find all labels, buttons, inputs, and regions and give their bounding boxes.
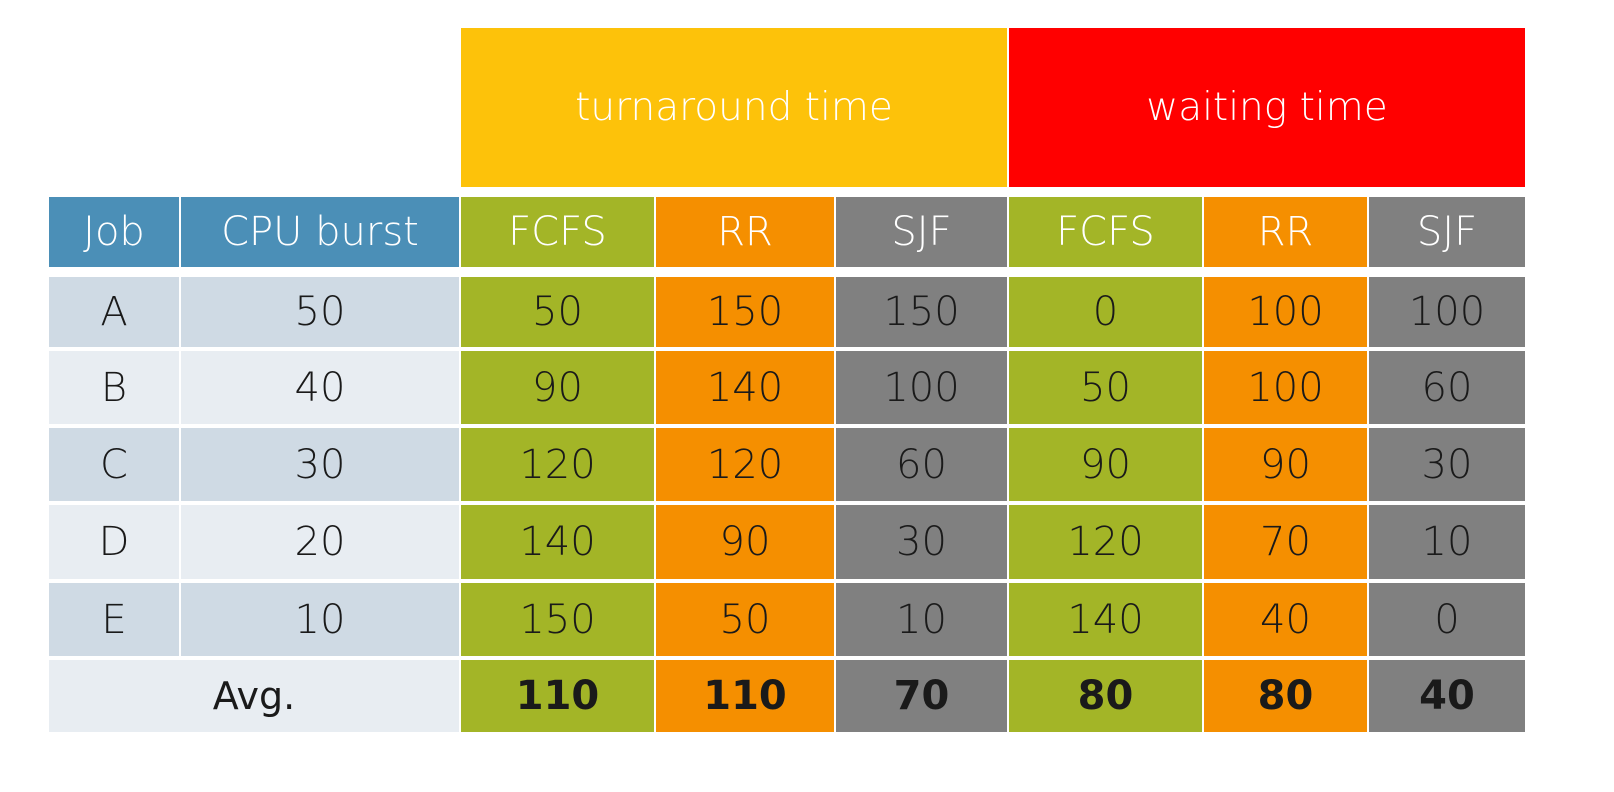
turnaround-fcfs-cell: 50: [461, 277, 654, 347]
avg-label: Avg.: [49, 660, 459, 732]
turnaround-fcfs-cell: 140: [461, 505, 654, 579]
waiting-rr-cell: 100: [1204, 351, 1367, 424]
job-cell: C: [49, 428, 179, 501]
waiting-sjf-cell: 60: [1369, 351, 1525, 424]
cpu-burst-cell: 50: [181, 277, 459, 347]
cpu-burst-cell: 40: [181, 351, 459, 424]
avg-waiting-sjf: 40: [1369, 660, 1525, 732]
waiting-fcfs-header: FCFS: [1009, 197, 1202, 267]
waiting-time-header: waiting time: [1009, 28, 1525, 187]
avg-waiting-rr: 80: [1204, 660, 1367, 732]
avg-turnaround-fcfs: 110: [461, 660, 654, 732]
waiting-sjf-cell: 0: [1369, 583, 1525, 656]
turnaround-fcfs-cell: 90: [461, 351, 654, 424]
avg-turnaround-rr: 110: [656, 660, 834, 732]
turnaround-sjf-cell: 150: [836, 277, 1007, 347]
waiting-rr-header: RR: [1204, 197, 1367, 267]
turnaround-time-header: turnaround time: [461, 28, 1007, 187]
waiting-sjf-header: SJF: [1369, 197, 1525, 267]
waiting-fcfs-cell: 0: [1009, 277, 1202, 347]
waiting-rr-cell: 100: [1204, 277, 1367, 347]
turnaround-sjf-cell: 10: [836, 583, 1007, 656]
waiting-sjf-cell: 30: [1369, 428, 1525, 501]
waiting-sjf-cell: 10: [1369, 505, 1525, 579]
turnaround-sjf-cell: 60: [836, 428, 1007, 501]
waiting-rr-cell: 40: [1204, 583, 1367, 656]
turnaround-fcfs-header: FCFS: [461, 197, 654, 267]
turnaround-rr-cell: 50: [656, 583, 834, 656]
waiting-sjf-cell: 100: [1369, 277, 1525, 347]
cpu-burst-cell: 30: [181, 428, 459, 501]
waiting-rr-cell: 90: [1204, 428, 1367, 501]
turnaround-rr-cell: 150: [656, 277, 834, 347]
waiting-fcfs-cell: 140: [1009, 583, 1202, 656]
waiting-rr-cell: 70: [1204, 505, 1367, 579]
turnaround-sjf-cell: 100: [836, 351, 1007, 424]
turnaround-sjf-cell: 30: [836, 505, 1007, 579]
waiting-fcfs-cell: 90: [1009, 428, 1202, 501]
job-column-header: Job: [49, 197, 179, 267]
job-cell: B: [49, 351, 179, 424]
turnaround-rr-cell: 120: [656, 428, 834, 501]
avg-turnaround-sjf: 70: [836, 660, 1007, 732]
job-cell: A: [49, 277, 179, 347]
cpu-burst-cell: 10: [181, 583, 459, 656]
waiting-fcfs-cell: 50: [1009, 351, 1202, 424]
cpu-burst-cell: 20: [181, 505, 459, 579]
turnaround-rr-cell: 90: [656, 505, 834, 579]
job-cell: D: [49, 505, 179, 579]
turnaround-rr-header: RR: [656, 197, 834, 267]
turnaround-sjf-header: SJF: [836, 197, 1007, 267]
job-cell: E: [49, 583, 179, 656]
avg-waiting-fcfs: 80: [1009, 660, 1202, 732]
turnaround-rr-cell: 140: [656, 351, 834, 424]
turnaround-fcfs-cell: 120: [461, 428, 654, 501]
turnaround-fcfs-cell: 150: [461, 583, 654, 656]
waiting-fcfs-cell: 120: [1009, 505, 1202, 579]
cpu-burst-column-header: CPU burst: [181, 197, 459, 267]
